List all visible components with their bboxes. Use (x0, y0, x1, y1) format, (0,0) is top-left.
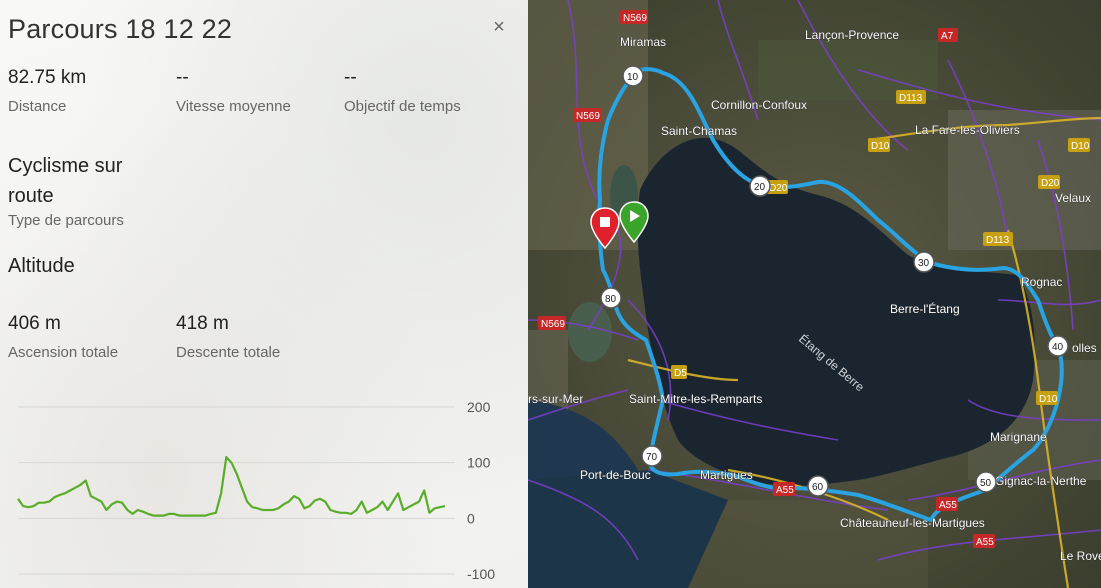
place-label: La Fare-les-Oliviers (915, 123, 1020, 137)
distance-marker: 10 (627, 72, 639, 83)
elevation-chart[interactable]: 200 100 0 -100 (0, 392, 528, 588)
route-type-label: Type de parcours (8, 212, 124, 229)
road-badge: D113 (899, 93, 923, 104)
time-goal-label: Objectif de temps (344, 98, 461, 115)
road-badge: D10 (1071, 141, 1090, 152)
stat-time-goal: -- Objectif de temps (344, 67, 461, 115)
place-label: rs-sur-Mer (528, 392, 583, 406)
time-goal-value: -- (344, 67, 357, 88)
route-title: Parcours 18 12 22 (8, 14, 233, 44)
end-marker-icon[interactable] (590, 207, 620, 250)
distance-marker: 50 (980, 478, 992, 489)
place-label: Le Rove (1060, 549, 1101, 563)
place-label: Lançon-Provence (805, 28, 899, 42)
y-tick-label: 0 (467, 510, 475, 526)
road-badge: D113 (986, 235, 1010, 246)
lagoon-etang-de-berre (637, 137, 1035, 486)
route-type-value: Cyclisme sur route (8, 155, 123, 207)
distance-marker: 80 (605, 294, 617, 305)
place-label: Velaux (1055, 191, 1091, 205)
road-badge: A7 (941, 31, 954, 42)
route-info-panel: Parcours 18 12 22 × 82.75 km Distance --… (0, 0, 528, 588)
road-badge: D5 (674, 368, 687, 379)
place-labels: Miramas Lançon-Provence Cornillon-Confou… (528, 28, 1101, 564)
total-ascent-label: Ascension totale (8, 344, 119, 361)
total-descent-label: Descente totale (176, 344, 281, 361)
stat-average-speed: -- Vitesse moyenne (176, 67, 291, 115)
distance-value: 82.75 km (8, 67, 87, 88)
distance-marker: 30 (918, 258, 930, 269)
altitude-heading: Altitude (8, 255, 75, 277)
place-label: Berre-l'Étang (890, 301, 960, 316)
road-badge: D20 (769, 183, 788, 194)
map-canvas[interactable]: Miramas Lançon-Provence Cornillon-Confou… (528, 0, 1101, 588)
road-badge: D10 (1039, 394, 1058, 405)
stat-total-ascent: 406 m Ascension totale (8, 313, 118, 361)
elevation-series-line[interactable] (17, 456, 446, 517)
road-badge: D20 (1041, 178, 1060, 189)
place-label: Cornillon-Confoux (711, 98, 807, 112)
place-label: Rognac (1021, 275, 1062, 289)
close-icon[interactable]: × (493, 16, 505, 38)
start-marker-icon[interactable] (619, 201, 649, 244)
average-speed-value: -- (176, 67, 189, 88)
distance-marker: 70 (646, 452, 658, 463)
place-label: Gignac-la-Nerthe (995, 474, 1087, 488)
lake-west (568, 302, 612, 362)
place-label: olles (1072, 341, 1097, 355)
route-map[interactable]: Miramas Lançon-Provence Cornillon-Confou… (528, 0, 1101, 588)
distance-label: Distance (8, 98, 67, 115)
place-label: Châteauneuf-les-Martigues (840, 516, 985, 530)
road-badge: D10 (871, 141, 890, 152)
place-label: Marignane (990, 430, 1047, 444)
sea-area-south (528, 470, 728, 588)
y-tick-label: 100 (467, 455, 491, 471)
average-speed-label: Vitesse moyenne (176, 98, 291, 115)
road-badge: N569 (623, 13, 647, 24)
distance-markers: 10 20 30 40 50 60 70 80 (600, 65, 1069, 497)
distance-marker: 40 (1052, 342, 1064, 353)
stat-distance: 82.75 km Distance (8, 67, 86, 115)
road-badges: N569 N569 N569 A7 D113 D113 D10 D10 D20 … (538, 10, 1090, 548)
road-badge: A55 (939, 500, 957, 511)
road-badge: N569 (576, 111, 600, 122)
stat-total-descent: 418 m Descente totale (176, 313, 280, 361)
y-tick-label: 200 (467, 399, 491, 415)
total-descent-value: 418 m (176, 313, 229, 334)
distance-marker: 20 (754, 182, 766, 193)
road-badge: A55 (976, 537, 994, 548)
distance-marker: 60 (812, 482, 824, 493)
road-badge: N569 (541, 319, 565, 330)
place-label: Saint-Mitre-les-Remparts (629, 392, 762, 406)
y-tick-label: -100 (467, 566, 495, 582)
place-label: Martigues (700, 468, 753, 482)
road-badge: A55 (776, 485, 794, 496)
place-label: Saint-Chamas (661, 124, 737, 138)
place-label: Miramas (620, 35, 666, 49)
total-ascent-value: 406 m (8, 313, 61, 334)
place-label: Port-de-Bouc (580, 468, 651, 482)
